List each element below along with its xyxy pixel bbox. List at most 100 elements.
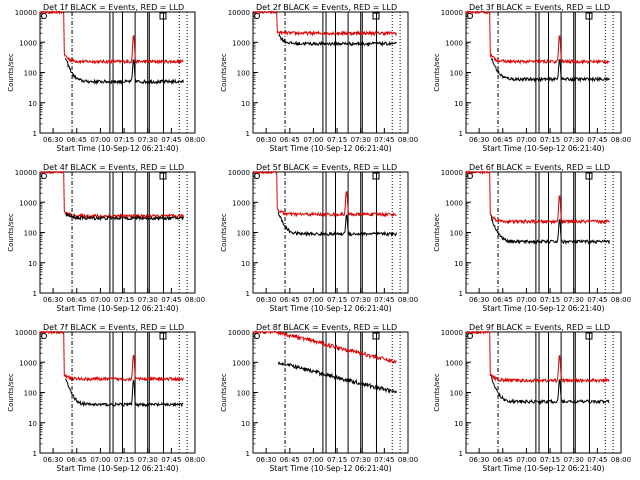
x-tick-label: 08:00 [185,456,205,464]
y-tick-label: 1 [33,290,37,298]
plot-frame [39,171,196,294]
corner-marker [254,173,260,179]
y-tick-label: 10 [454,420,463,428]
events-series [64,378,184,409]
y-tick-label: 10 [241,100,250,108]
x-tick-label: 06:45 [67,456,87,464]
panel-title: Det 4f BLACK = Events, RED = LLD [43,163,184,172]
y-tick-label: 1 [33,450,37,458]
x-tick-label: 07:00 [90,456,110,464]
x-tick-label: 06:30 [469,296,489,304]
y-tick-label: 10000 [441,329,463,337]
x-tick-label: 07:00 [303,296,323,304]
x-tick-label: 07:00 [516,456,536,464]
panel-9: Det 9f BLACK = Events, RED = LLD 1 10 100 10… [433,323,631,473]
x-tick-label: 07:30 [138,296,158,304]
corner-marker [41,333,47,339]
y-axis-label: Counts/sec [7,53,15,92]
plot-frame [465,11,622,134]
y-axis-label: Counts/sec [433,373,441,412]
y-axis-label: Counts/sec [220,213,228,252]
corner-marker [467,333,473,339]
y-tick-label: 10000 [15,329,37,337]
x-tick-label: 07:45 [374,456,394,464]
x-tick-label: 08:00 [398,296,418,304]
corner-marker [41,13,47,19]
panel-3: Det 3f BLACK = Events, RED = LLD 1 10 100 10… [433,3,631,153]
x-axis-label: Start Time (10-Sep-12 06:21:40) [57,464,179,473]
x-tick-label: 06:30 [43,296,63,304]
x-axis-label: Start Time (10-Sep-12 06:21:40) [57,304,179,313]
plot-frame [39,11,196,134]
x-tick-label: 07:45 [587,296,607,304]
x-tick-label: 08:00 [611,296,631,304]
x-tick-label: 08:00 [185,136,205,144]
lld-series [252,10,397,37]
x-tick-label: 07:15 [540,456,560,464]
y-tick-label: 10000 [15,9,37,17]
y-tick-label: 100 [237,230,250,238]
x-tick-label: 06:30 [43,456,63,464]
x-tick-label: 06:30 [256,456,276,464]
x-tick-label: 07:00 [516,296,536,304]
y-tick-label: 100 [237,390,250,398]
x-tick-label: 06:30 [469,456,489,464]
panel-title: Det 8f BLACK = Events, RED = LLD [256,323,397,332]
y-tick-label: 1 [246,290,250,298]
y-tick-label: 1 [459,130,463,138]
y-tick-label: 10 [241,420,250,428]
panel-title: Det 6f BLACK = Events, RED = LLD [469,163,610,172]
y-tick-label: 10 [28,420,37,428]
y-tick-label: 1 [459,290,463,298]
events-series [278,34,397,48]
x-tick-label: 06:45 [67,296,87,304]
x-tick-label: 08:00 [611,456,631,464]
y-tick-label: 1000 [445,39,463,47]
panel-5: Det 5f BLACK = Events, RED = LLD 1 10 100 10… [220,163,418,313]
corner-marker [585,332,593,340]
x-tick-label: 07:15 [114,136,134,144]
panel-title: Det 9f BLACK = Events, RED = LLD [469,323,610,332]
x-tick-label: 07:45 [374,136,394,144]
panel-title: Det 7f BLACK = Events, RED = LLD [43,323,184,332]
lld-series [252,330,397,365]
y-tick-label: 10000 [441,169,463,177]
events-series [490,57,610,83]
x-tick-label: 07:45 [587,456,607,464]
y-tick-label: 1000 [445,359,463,367]
x-axis-label: Start Time (10-Sep-12 06:21:40) [270,464,392,473]
lld-series [39,330,184,383]
lld-series [39,10,184,65]
panel-4: Det 4f BLACK = Events, RED = LLD 1 10 100 10… [7,163,205,313]
x-tick-label: 07:45 [161,136,181,144]
lld-series [465,329,610,384]
panel-2: Det 2f BLACK = Events, RED = LLD 1 10 100 10… [220,3,418,153]
y-tick-label: 10000 [15,169,37,177]
y-tick-label: 100 [450,230,463,238]
x-axis-label: Start Time (10-Sep-12 06:21:40) [483,304,605,313]
x-tick-label: 07:00 [90,296,110,304]
plot-frame [39,331,196,454]
corner-marker [159,12,167,20]
corner-marker [467,173,473,179]
x-tick-label: 08:00 [398,136,418,144]
panel-title: Det 3f BLACK = Events, RED = LLD [469,3,610,12]
y-tick-label: 1000 [19,39,37,47]
corner-marker [372,172,380,180]
corner-marker [372,12,380,20]
x-tick-label: 07:15 [327,136,347,144]
corner-marker [467,13,473,19]
panel-title: Det 2f BLACK = Events, RED = LLD [256,3,397,12]
x-tick-label: 07:15 [540,136,560,144]
y-tick-label: 100 [24,390,37,398]
lld-series [465,10,610,65]
y-tick-label: 1000 [19,199,37,207]
y-tick-label: 100 [24,70,37,78]
y-tick-label: 1000 [232,199,250,207]
events-series [277,212,397,238]
x-tick-label: 07:30 [351,456,371,464]
x-tick-label: 08:00 [185,296,205,304]
x-axis-label: Start Time (10-Sep-12 06:21:40) [483,464,605,473]
x-axis-label: Start Time (10-Sep-12 06:21:40) [57,144,179,153]
panel-8: Det 8f BLACK = Events, RED = LLD 1 10 100 10… [220,323,418,473]
